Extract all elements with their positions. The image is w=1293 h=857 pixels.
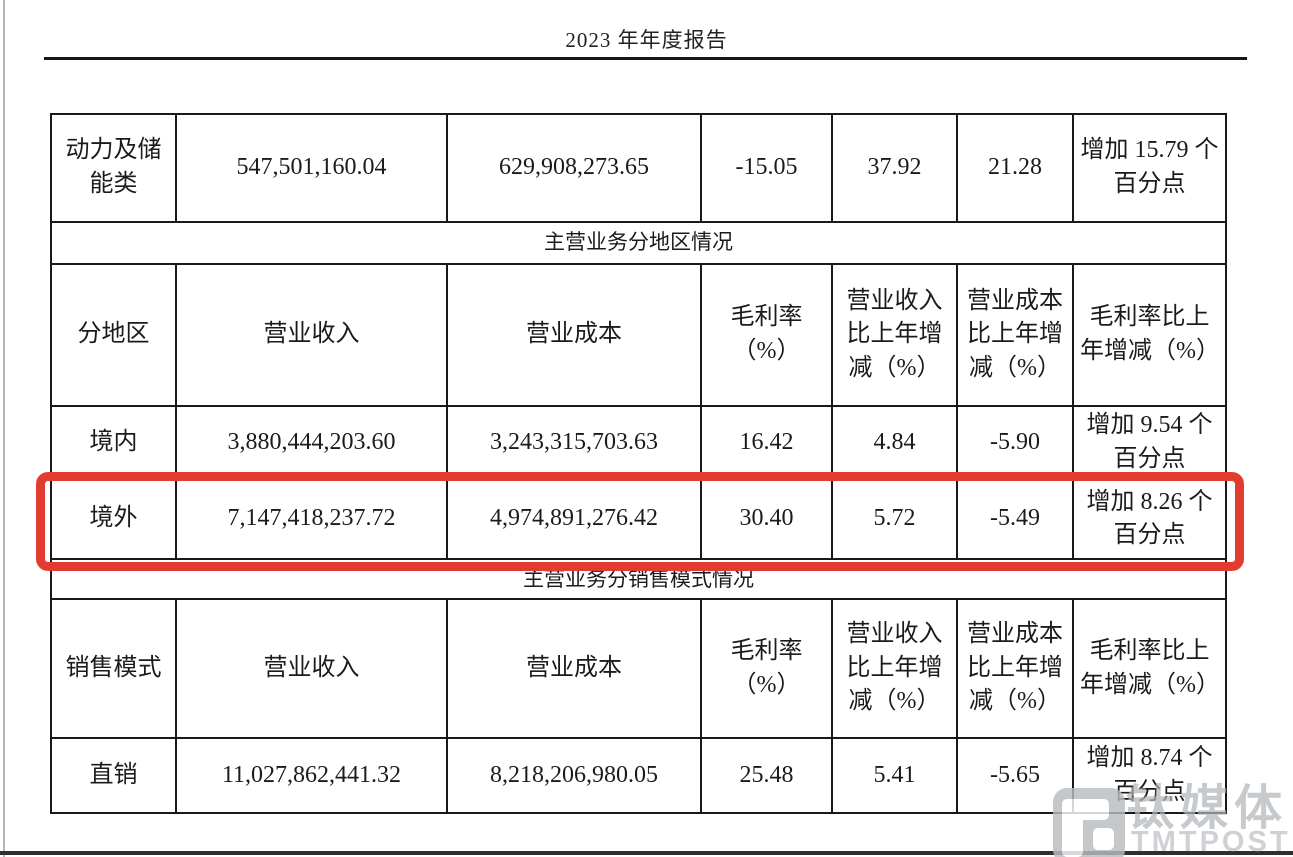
power-storage-cost-cell: 629,908,273.65	[446, 113, 702, 223]
direct-sales-cost-cell: 8,218,206,980.05	[446, 737, 702, 815]
power-storage-revenue-cell: 547,501,160.04	[175, 113, 448, 223]
region-header-margin-yoy: 毛利率比上年增减（%）	[1072, 263, 1227, 407]
mode-header-cost-yoy: 营业成本比上年增减（%）	[956, 598, 1074, 740]
power-storage-revenue-yoy-cell: 37.92	[831, 113, 958, 223]
title-rule	[44, 57, 1247, 60]
overseas-revenue-cell: 7,147,418,237.72	[175, 478, 448, 561]
page-edge-left	[3, 0, 5, 857]
mode-header-revenue: 营业收入	[175, 598, 448, 740]
table-row-power-storage: 动力及储能类 547,501,160.04 629,908,273.65 -15…	[50, 113, 1227, 223]
domestic-label-cell: 境内	[50, 404, 177, 481]
overseas-cost-yoy-cell: -5.49	[956, 478, 1074, 561]
region-header-revenue-yoy: 营业收入比上年增减（%）	[831, 263, 958, 407]
domestic-gross-margin-cell: 16.42	[700, 404, 833, 481]
domestic-cost-cell: 3,243,315,703.63	[446, 404, 702, 481]
mode-header-margin-yoy: 毛利率比上年增减（%）	[1072, 598, 1227, 740]
section-row-by-region: 主营业务分地区情况	[50, 221, 1227, 265]
power-storage-margin-yoy-cell: 增加 15.79 个百分点	[1072, 113, 1227, 223]
region-header-row: 分地区 营业收入 营业成本 毛利率（%） 营业收入比上年增减（%） 营业成本比上…	[50, 263, 1227, 407]
domestic-cost-yoy-cell: -5.90	[956, 404, 1074, 481]
region-header-gross-margin: 毛利率（%）	[700, 263, 833, 407]
table-row-domestic: 境内 3,880,444,203.60 3,243,315,703.63 16.…	[50, 404, 1227, 481]
domestic-revenue-cell: 3,880,444,203.60	[175, 404, 448, 481]
power-storage-label-cell: 动力及储能类	[50, 113, 177, 223]
domestic-margin-yoy-cell: 增加 9.54 个百分点	[1072, 404, 1227, 481]
power-storage-cost-yoy-cell: 21.28	[956, 113, 1074, 223]
direct-sales-label-cell: 直销	[50, 737, 177, 815]
overseas-gross-margin-cell: 30.40	[700, 478, 833, 561]
region-header-revenue: 营业收入	[175, 263, 448, 407]
direct-sales-revenue-cell: 11,027,862,441.32	[175, 737, 448, 815]
table-row-overseas: 境外 7,147,418,237.72 4,974,891,276.42 30.…	[50, 478, 1227, 561]
page-edge-bottom	[0, 851, 1293, 855]
tmtpost-logo-stem	[1061, 799, 1084, 857]
region-header-cost: 营业成本	[446, 263, 702, 407]
section-title-by-region: 主营业务分地区情况	[50, 221, 1227, 265]
mode-header-cost: 营业成本	[446, 598, 702, 740]
power-storage-gross-margin-cell: -15.05	[700, 113, 833, 223]
mode-header-gross-margin: 毛利率（%）	[700, 598, 833, 740]
region-header-cost-yoy: 营业成本比上年增减（%）	[956, 263, 1074, 407]
overseas-cost-cell: 4,974,891,276.42	[446, 478, 702, 561]
red-highlight-annotation	[36, 472, 1244, 571]
page-title: 2023 年年度报告	[565, 28, 728, 52]
direct-sales-gross-margin-cell: 25.48	[700, 737, 833, 815]
main-business-table: 动力及储能类 547,501,160.04 629,908,273.65 -15…	[50, 113, 1227, 815]
region-header-category: 分地区	[50, 263, 177, 407]
mode-header-category: 销售模式	[50, 598, 177, 740]
mode-header-revenue-yoy: 营业收入比上年增减（%）	[831, 598, 958, 740]
table-row-direct-sales: 直销 11,027,862,441.32 8,218,206,980.05 25…	[50, 737, 1227, 815]
tmtpost-logo-dot	[1093, 828, 1115, 851]
watermark-brand-en: TMTPOST	[1131, 826, 1291, 857]
direct-sales-revenue-yoy-cell: 5.41	[831, 737, 958, 815]
tmtpost-logo-icon	[1053, 788, 1125, 857]
mode-header-row: 销售模式 营业收入 营业成本 毛利率（%） 营业收入比上年增减（%） 营业成本比…	[50, 598, 1227, 740]
overseas-revenue-yoy-cell: 5.72	[831, 478, 958, 561]
overseas-margin-yoy-cell: 增加 8.26 个百分点	[1072, 478, 1227, 561]
domestic-revenue-yoy-cell: 4.84	[831, 404, 958, 481]
watermark-brand-cn: 钛媒体	[1126, 782, 1289, 835]
overseas-label-cell: 境外	[50, 478, 177, 561]
